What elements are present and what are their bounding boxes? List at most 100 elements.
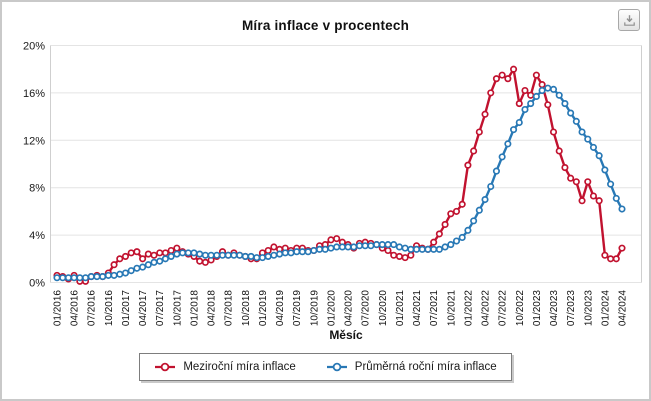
- data-point-marker: [121, 252, 130, 260]
- data-point-marker: [470, 147, 478, 155]
- x-tick-label: 01/2016: [53, 290, 64, 327]
- data-point-marker: [139, 255, 147, 263]
- data-point-marker: [81, 274, 90, 282]
- data-point-marker: [538, 86, 546, 95]
- data-point-marker: [527, 100, 535, 108]
- data-point-marker: [549, 85, 558, 93]
- data-point-marker: [327, 244, 335, 252]
- data-point-marker: [498, 153, 506, 161]
- data-point-marker: [589, 143, 598, 151]
- data-point-marker: [589, 192, 598, 200]
- data-point-marker: [435, 245, 443, 253]
- data-point-marker: [230, 251, 238, 259]
- y-tick-label: 20%: [23, 41, 45, 53]
- download-icon: [623, 14, 635, 26]
- data-point-marker: [173, 244, 181, 252]
- data-point-marker: [532, 92, 540, 101]
- data-point-marker: [584, 178, 592, 186]
- data-point-marker: [127, 249, 135, 257]
- x-tick-label: 07/2019: [292, 290, 303, 327]
- data-point-marker: [315, 245, 324, 253]
- x-tick-label: 01/2021: [395, 290, 406, 327]
- data-point-marker: [355, 242, 364, 250]
- data-point-marker: [270, 243, 278, 251]
- data-point-marker: [390, 251, 398, 259]
- data-point-marker: [595, 152, 603, 160]
- data-point-marker: [390, 241, 398, 249]
- data-point-marker: [401, 254, 409, 262]
- series-line-0: [55, 67, 624, 283]
- x-tick-label: 07/2017: [155, 290, 166, 327]
- data-point-marker: [555, 147, 563, 155]
- data-point-marker: [224, 251, 232, 259]
- data-point-marker: [304, 248, 312, 256]
- x-tick-label: 04/2016: [70, 290, 81, 327]
- legend-item-avg-annual-inflation: Průměrná roční míra inflace: [326, 361, 497, 373]
- data-point-marker: [510, 65, 518, 73]
- data-point-marker: [167, 246, 175, 255]
- data-point-marker: [258, 254, 267, 262]
- data-point-marker: [504, 75, 512, 83]
- data-point-marker: [441, 243, 449, 251]
- data-point-marker: [173, 250, 181, 258]
- x-tick-label: 07/2021: [429, 290, 440, 327]
- y-tick-label: 4%: [29, 230, 45, 242]
- data-point-marker: [618, 205, 626, 213]
- data-point-marker: [87, 273, 95, 281]
- data-point-marker: [607, 255, 615, 263]
- data-point-marker: [441, 220, 449, 228]
- data-point-marker: [121, 269, 130, 277]
- data-point-marker: [452, 207, 461, 215]
- data-point-marker: [333, 235, 341, 243]
- data-point-marker: [53, 274, 61, 282]
- data-point-marker: [424, 245, 432, 253]
- data-point-marker: [458, 233, 466, 242]
- data-point-marker: [236, 251, 244, 259]
- data-point-marker: [139, 263, 147, 271]
- legend-label-yoy: Meziroční míra inflace: [183, 361, 296, 373]
- legend: Meziroční míra inflace Průměrná roční mí…: [139, 353, 512, 381]
- data-point-marker: [150, 251, 158, 259]
- x-tick-label: 10/2020: [378, 290, 389, 327]
- data-point-marker: [572, 117, 580, 125]
- data-point-marker: [298, 248, 306, 256]
- data-point-marker: [607, 180, 615, 188]
- x-tick-label: 07/2016: [87, 290, 98, 327]
- data-point-marker: [116, 255, 124, 263]
- data-point-marker: [578, 128, 586, 136]
- data-point-marker: [430, 238, 438, 246]
- data-point-marker: [310, 246, 318, 255]
- data-point-marker: [190, 249, 198, 257]
- y-tick-label: 8%: [29, 183, 45, 195]
- data-point-marker: [70, 274, 78, 282]
- data-point-marker: [338, 243, 346, 251]
- x-tick-label: 01/2019: [258, 290, 269, 327]
- data-point-marker: [452, 237, 461, 245]
- data-point-marker: [156, 257, 164, 265]
- data-point-marker: [487, 89, 495, 97]
- download-button[interactable]: [618, 9, 640, 31]
- x-axis-label: Měsíc: [329, 328, 363, 342]
- x-tick-label: 07/2022: [498, 290, 509, 327]
- data-point-marker: [110, 261, 118, 269]
- data-point-marker: [481, 110, 489, 118]
- data-point-marker: [99, 273, 107, 281]
- x-tick-label: 04/2020: [344, 290, 355, 327]
- x-tick-label: 01/2020: [326, 290, 337, 327]
- data-point-marker: [76, 274, 84, 282]
- data-point-marker: [395, 252, 403, 260]
- data-point-marker: [196, 250, 204, 258]
- x-tick-label: 07/2020: [361, 290, 372, 327]
- x-tick-label: 01/2017: [121, 290, 132, 327]
- data-point-marker: [567, 174, 575, 182]
- data-point-marker: [555, 91, 563, 99]
- x-tick-label: 04/2023: [549, 290, 560, 327]
- data-point-marker: [475, 206, 483, 214]
- data-point-marker: [407, 251, 415, 259]
- data-point-marker: [510, 126, 518, 134]
- data-point-marker: [464, 161, 472, 169]
- data-point-marker: [264, 246, 272, 255]
- legend-marker-red: [155, 362, 176, 372]
- data-point-marker: [144, 250, 152, 258]
- data-point-marker: [584, 135, 592, 143]
